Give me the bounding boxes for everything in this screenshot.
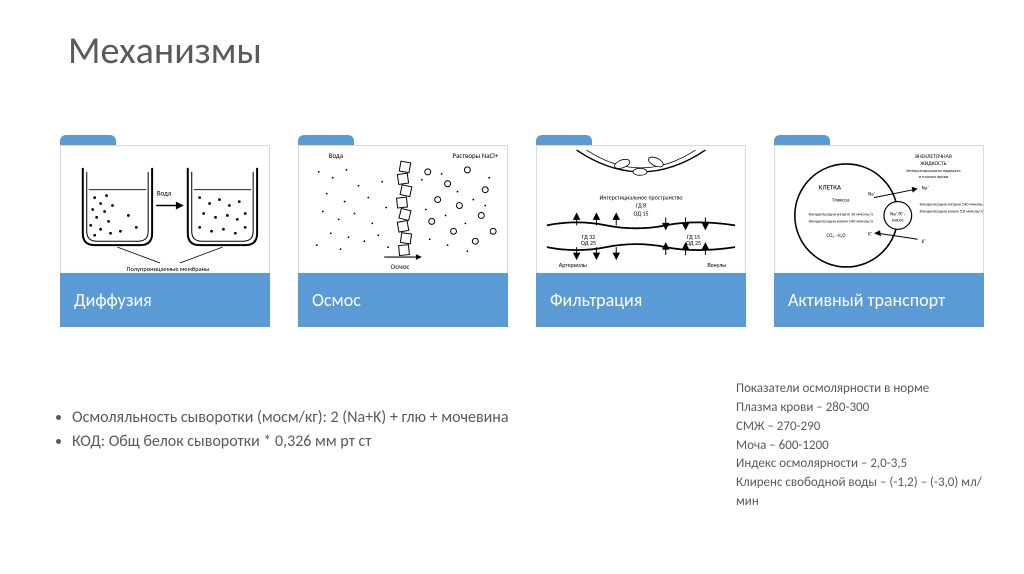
osmosis-illustration: Вода Растворы NaCl+ xyxy=(298,145,508,273)
svg-text:Na⁺: Na⁺ xyxy=(868,192,876,198)
svg-text:ОД 25: ОД 25 xyxy=(581,239,596,247)
svg-text:Концентрация натрия 140 ммоль/: Концентрация натрия 140 ммоль/л xyxy=(920,203,983,208)
svg-text:насос: насос xyxy=(892,217,904,223)
svg-text:ОД 15: ОД 15 xyxy=(634,209,649,217)
card-tab xyxy=(298,135,354,145)
bullet-osmolality: Осмоляльность сыворотки (мосм/кг): 2 (Na… xyxy=(72,406,509,430)
mechanism-cards-row: Вода Полупроницаемые мембраны Диффузия xyxy=(60,135,984,327)
ref-urine: Моча – 600-1200 xyxy=(736,437,1004,456)
arrow-label: Вода xyxy=(157,189,171,198)
card-label-active-transport: Активный транспорт xyxy=(774,273,984,327)
svg-text:ОД 25: ОД 25 xyxy=(686,239,701,247)
card-filtration: Интерстициальное пространство ГД 8 ОД 15 xyxy=(536,135,746,327)
svg-text:K⁺: K⁺ xyxy=(868,231,873,237)
at-cell-label: КЛЕТКА xyxy=(819,183,841,192)
osmosis-bottom-label: Осмос xyxy=(391,262,410,271)
svg-text:Глюкоза: Глюкоза xyxy=(832,198,850,204)
card-label-diffusion: Диффузия xyxy=(60,273,270,327)
svg-text:Na⁺: Na⁺ xyxy=(922,186,930,192)
formula-bullets: Осмоляльность сыворотки (мосм/кг): 2 (Na… xyxy=(54,406,509,454)
ref-clearance: Клиренс свободной воды – (-1,2) – (-3,0)… xyxy=(736,474,1004,512)
filtration-illustration: Интерстициальное пространство ГД 8 ОД 15 xyxy=(536,145,746,273)
svg-text:CO₂ · H₂O: CO₂ · H₂O xyxy=(827,233,847,239)
osmolarity-reference: Показатели осмолярности в норме Плазма к… xyxy=(736,380,1004,512)
ref-header: Показатели осмолярности в норме xyxy=(736,380,1004,399)
card-tab xyxy=(774,135,830,145)
svg-text:K⁺: K⁺ xyxy=(922,239,927,245)
ref-plasma: Плазма крови – 280-300 xyxy=(736,399,1004,418)
svg-text:ЖИДКОСТЬ: ЖИДКОСТЬ xyxy=(920,161,946,167)
filtration-left-label: Артериолы xyxy=(559,261,587,269)
svg-text:ГД 8: ГД 8 xyxy=(636,202,646,210)
svg-text:Концентрация калия 140 ммоль/л: Концентрация калия 140 ммоль/л xyxy=(809,219,873,224)
filtration-right-label: Венулы xyxy=(707,261,726,269)
svg-text:Концентрация натрия 10 ммоль/л: Концентрация натрия 10 ммоль/л xyxy=(809,212,873,217)
at-outside-label: ВНЕКЛЕТОЧНАЯ xyxy=(915,154,952,160)
diffusion-caption: Полупроницаемые мембраны xyxy=(127,265,210,273)
card-tab xyxy=(536,135,592,145)
svg-text:и плазма крови: и плазма крови xyxy=(919,175,949,180)
svg-text:Интерстициальная жидкость: Интерстициальная жидкость xyxy=(906,169,960,174)
svg-text:Концентрация калия 5,0 ммоль/л: Концентрация калия 5,0 ммоль/л xyxy=(920,209,983,214)
osmosis-right-label: Растворы NaCl+ xyxy=(453,151,499,160)
card-tab xyxy=(60,135,116,145)
bullet-cod: КОД: Общ белок сыворотки * 0,326 мм рт с… xyxy=(72,430,509,454)
card-label-filtration: Фильтрация xyxy=(536,273,746,327)
osmosis-left-label: Вода xyxy=(329,151,343,160)
card-label-osmosis: Осмос xyxy=(298,273,508,327)
filtration-top-label: Интерстициальное пространство xyxy=(599,194,682,202)
card-osmosis: Вода Растворы NaCl+ xyxy=(298,135,508,327)
ref-csf: СМЖ – 270-290 xyxy=(736,418,1004,437)
diffusion-illustration: Вода Полупроницаемые мембраны xyxy=(60,145,270,273)
active-transport-illustration: ВНЕКЛЕТОЧНАЯ ЖИДКОСТЬ Интерстициальная ж… xyxy=(774,145,984,273)
card-diffusion: Вода Полупроницаемые мембраны Диффузия xyxy=(60,135,270,327)
card-active-transport: ВНЕКЛЕТОЧНАЯ ЖИДКОСТЬ Интерстициальная ж… xyxy=(774,135,984,327)
page-title: Механизмы xyxy=(68,28,262,74)
ref-index: Индекс осмолярности – 2,0-3,5 xyxy=(736,455,1004,474)
